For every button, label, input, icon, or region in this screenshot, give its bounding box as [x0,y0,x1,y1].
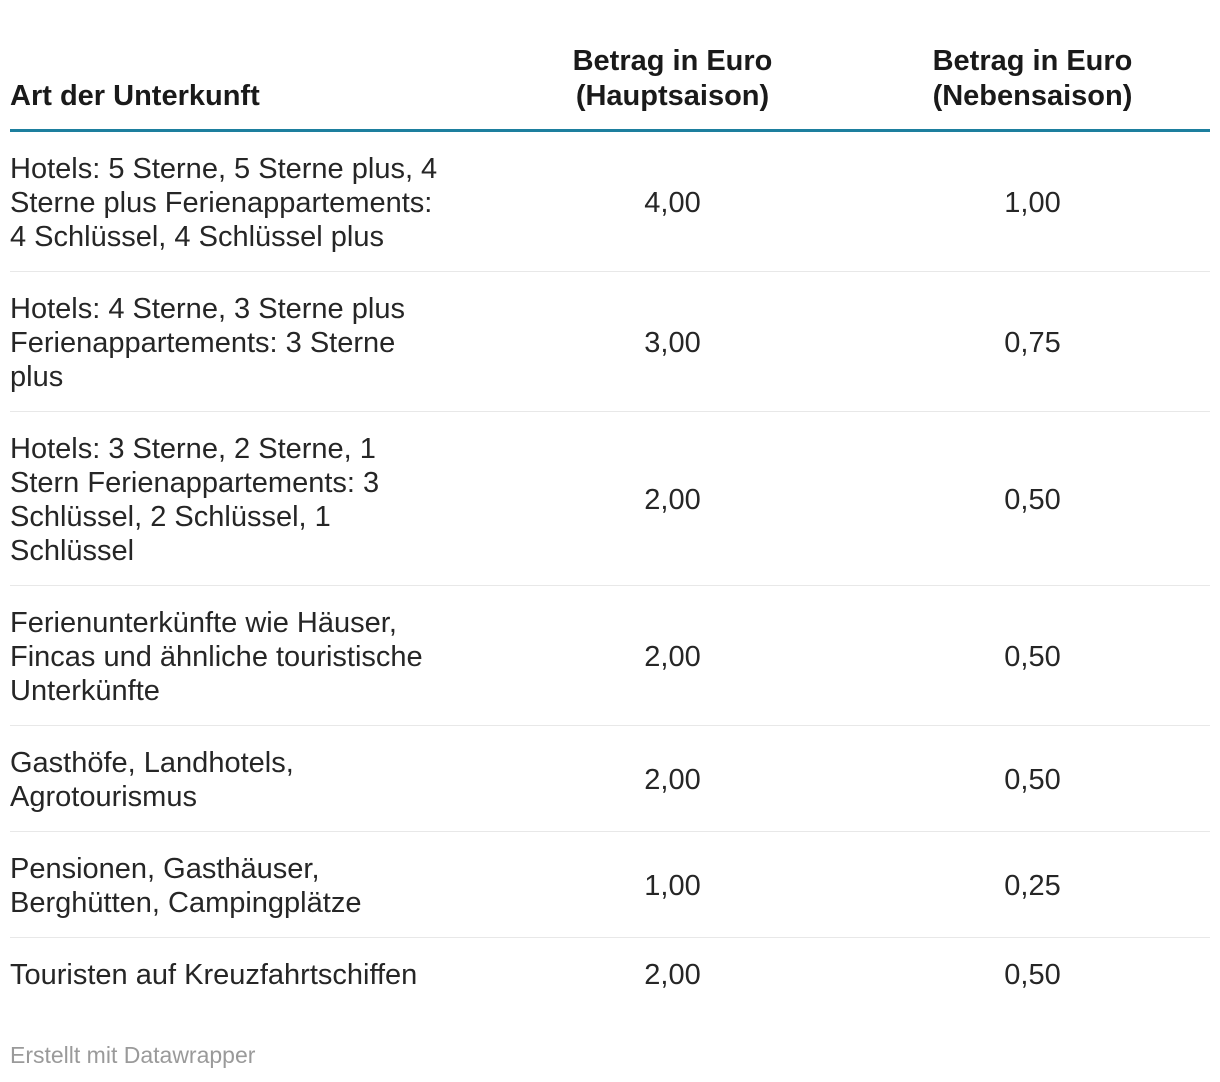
table-container: Art der Unterkunft Betrag in Euro (Haupt… [10,0,1210,1009]
table-row: Ferienunterkünfte wie Häuser, Fincas und… [10,585,1210,726]
header-row: Art der Unterkunft Betrag in Euro (Haupt… [10,0,1210,132]
datawrapper-attribution-link[interactable]: Erstellt mit Datawrapper [10,1042,256,1068]
cell-hauptsaison: 4,00 [644,187,701,219]
cell-nebensaison: 1,00 [1004,187,1061,219]
cell-hauptsaison: 3,00 [490,271,855,412]
cell-accommodation-type: Hotels: 4 Sterne, 3 Sterne plus Ferienap… [10,271,490,412]
cell-accommodation-type: Touristen auf Kreuzfahrtschiffen [10,937,490,1009]
table-row: Hotels: 3 Sterne, 2 Sterne, 1 Stern Feri… [10,411,1210,586]
table-body: Hotels: 5 Sterne, 5 Sterne plus, 4 Stern… [10,131,1210,1009]
cell-nebensaison: 0,50 [855,585,1210,726]
table-row: Hotels: 5 Sterne, 5 Sterne plus, 4 Stern… [10,131,1210,272]
table-header: Art der Unterkunft Betrag in Euro (Haupt… [10,0,1210,132]
column-header-accommodation-type: Art der Unterkunft [10,0,490,132]
table-row: Gasthöfe, Landhotels, Agrotourismus 2,00… [10,725,1210,832]
cell-nebensaison: 0,25 [855,831,1210,938]
cell-nebensaison: 0,50 [855,411,1210,586]
cell-accommodation-type: Pensionen, Gasthäuser, Berghütten, Campi… [10,831,490,938]
table-row: Touristen auf Kreuzfahrtschiffen 2,00 0,… [10,937,1210,1009]
cell-hauptsaison: 1,00 [490,831,855,938]
cell-accommodation-type: Gasthöfe, Landhotels, Agrotourismus [10,725,490,832]
cell-nebensaison: 0,50 [855,937,1210,1009]
table-row: Hotels: 4 Sterne, 3 Sterne plus Ferienap… [10,271,1210,412]
attribution: Erstellt mit Datawrapper [0,1041,1220,1069]
cell-hauptsaison: 2,00 [490,725,855,832]
cell-nebensaison: 0,75 [855,271,1210,412]
cell-accommodation-type: Hotels: 5 Sterne, 5 Sterne plus, 4 Stern… [10,153,438,253]
cell-accommodation-type: Ferienunterkünfte wie Häuser, Fincas und… [10,585,490,726]
tariff-table: Art der Unterkunft Betrag in Euro (Haupt… [10,0,1210,1009]
table-row: Pensionen, Gasthäuser, Berghütten, Campi… [10,831,1210,938]
cell-hauptsaison: 2,00 [490,937,855,1009]
cell-hauptsaison: 2,00 [490,585,855,726]
cell-nebensaison: 0,50 [855,725,1210,832]
column-header-nebensaison: Betrag in Euro (Nebensaison) [855,0,1210,132]
column-header-hauptsaison: Betrag in Euro (Hauptsaison) [490,0,855,132]
cell-hauptsaison: 2,00 [490,411,855,586]
cell-accommodation-type: Hotels: 3 Sterne, 2 Sterne, 1 Stern Feri… [10,411,490,586]
